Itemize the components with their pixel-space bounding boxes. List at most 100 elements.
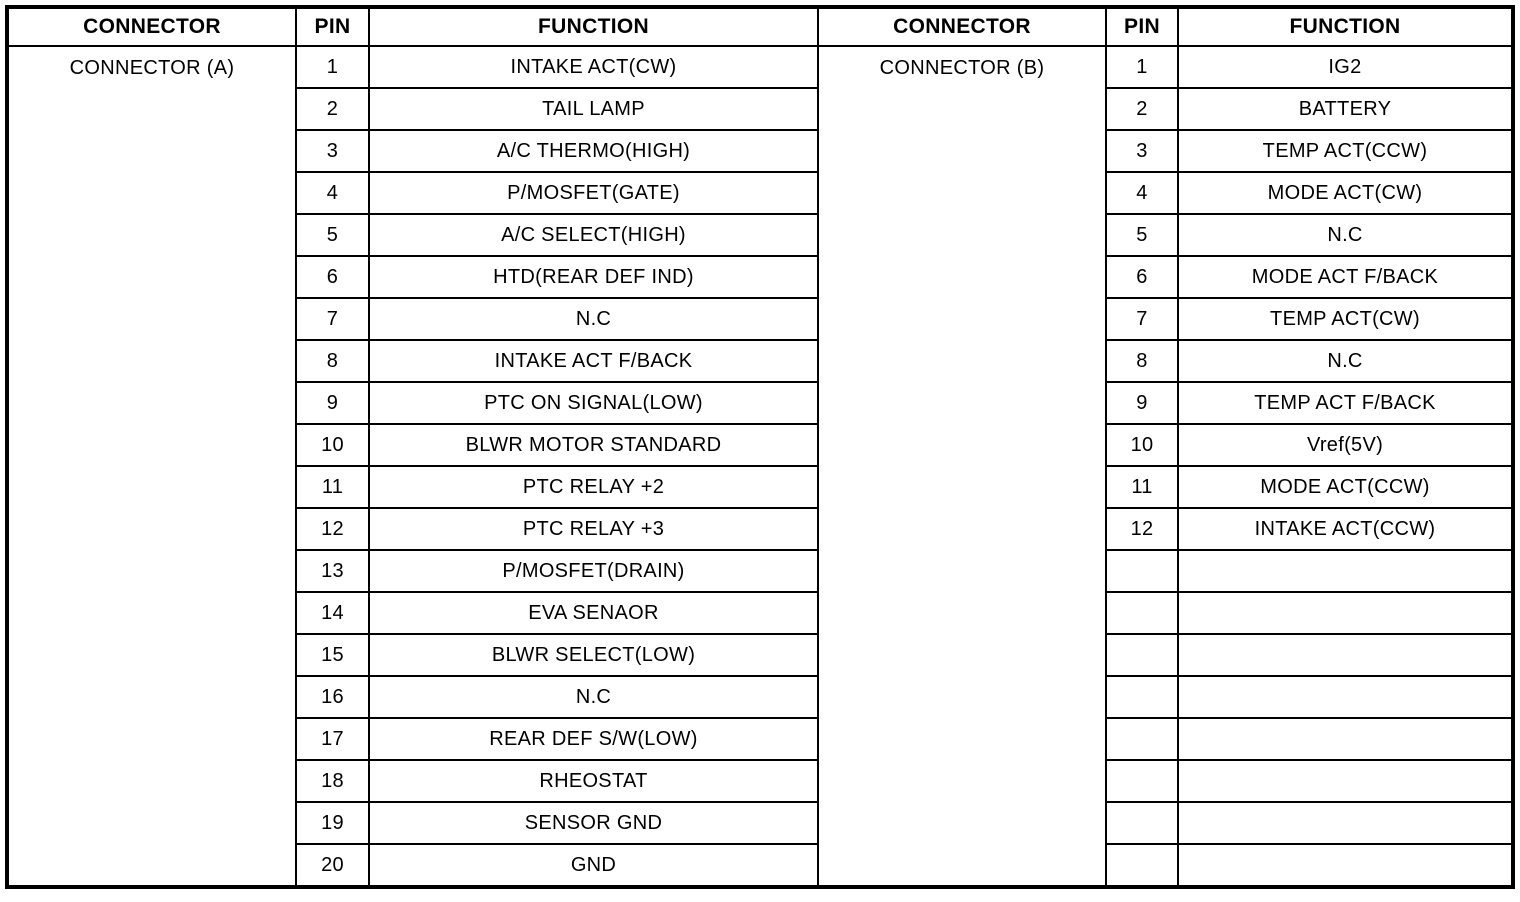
header-pin-b: PIN: [1105, 8, 1179, 47]
function-cell: N.C: [1177, 213, 1512, 257]
pin-cell: 18: [295, 759, 370, 803]
table-row: 12 PTC RELAY +3 12 INTAKE ACT(CCW): [9, 507, 1512, 551]
pin-cell: [1105, 591, 1179, 635]
table-row: 8 INTAKE ACT F/BACK 8 N.C: [9, 339, 1512, 383]
pin-cell: 7: [295, 297, 370, 341]
table-row: 13 P/MOSFET(DRAIN): [9, 549, 1512, 593]
function-cell: TEMP ACT(CCW): [1177, 129, 1512, 173]
function-cell: GND: [368, 843, 819, 886]
header-connector-a: CONNECTOR: [8, 8, 297, 47]
pin-cell: [1105, 801, 1179, 845]
function-cell: BLWR SELECT(LOW): [368, 633, 819, 677]
header-function-a: FUNCTION: [368, 8, 819, 47]
function-cell: N.C: [368, 297, 819, 341]
function-cell: PTC RELAY +2: [368, 465, 819, 509]
pin-cell: 16: [295, 675, 370, 719]
function-cell: REAR DEF S/W(LOW): [368, 717, 819, 761]
pin-cell: 5: [295, 213, 370, 257]
function-cell: [1177, 843, 1512, 886]
function-cell: SENSOR GND: [368, 801, 819, 845]
function-cell: [1177, 549, 1512, 593]
function-cell: [1177, 801, 1512, 845]
function-cell: P/MOSFET(DRAIN): [368, 549, 819, 593]
pin-cell: 8: [295, 339, 370, 383]
table-row: 2 TAIL LAMP 2 BATTERY: [9, 87, 1512, 131]
pin-cell: 4: [1105, 171, 1179, 215]
function-cell: P/MOSFET(GATE): [368, 171, 819, 215]
header-pin-a: PIN: [295, 8, 370, 47]
pin-cell: 2: [1105, 87, 1179, 131]
function-cell: Vref(5V): [1177, 423, 1512, 467]
function-cell: N.C: [368, 675, 819, 719]
pin-cell: 12: [295, 507, 370, 551]
pin-cell: [1105, 549, 1179, 593]
pin-cell: 15: [295, 633, 370, 677]
table-row: 15 BLWR SELECT(LOW): [9, 633, 1512, 677]
table-row: 14 EVA SENAOR: [9, 591, 1512, 635]
pin-cell: 11: [295, 465, 370, 509]
table-row: 3 A/C THERMO(HIGH) 3 TEMP ACT(CCW): [9, 129, 1512, 173]
table-row: 5 A/C SELECT(HIGH) 5 N.C: [9, 213, 1512, 257]
pin-cell: 7: [1105, 297, 1179, 341]
function-cell: BATTERY: [1177, 87, 1512, 131]
function-cell: TEMP ACT(CW): [1177, 297, 1512, 341]
function-cell: A/C SELECT(HIGH): [368, 213, 819, 257]
pin-cell: 14: [295, 591, 370, 635]
pin-cell: 20: [295, 843, 370, 886]
pin-cell: [1105, 633, 1179, 677]
function-cell: TAIL LAMP: [368, 87, 819, 131]
pin-cell: 9: [295, 381, 370, 425]
pin-cell: 1: [1105, 45, 1179, 89]
header-connector-b: CONNECTOR: [817, 8, 1107, 47]
function-cell: PTC ON SIGNAL(LOW): [368, 381, 819, 425]
pin-cell: 4: [295, 171, 370, 215]
header-row: CONNECTOR PIN FUNCTION CONNECTOR PIN FUN…: [8, 8, 1512, 47]
pin-cell: 8: [1105, 339, 1179, 383]
function-cell: MODE ACT(CCW): [1177, 465, 1512, 509]
pin-cell: [1105, 759, 1179, 803]
pin-cell: 19: [295, 801, 370, 845]
pin-cell: [1105, 675, 1179, 719]
function-cell: IG2: [1177, 45, 1512, 89]
function-cell: [1177, 633, 1512, 677]
function-cell: PTC RELAY +3: [368, 507, 819, 551]
pin-cell: 6: [295, 255, 370, 299]
pin-cell: 17: [295, 717, 370, 761]
pin-cell: 3: [1105, 129, 1179, 173]
pin-cell: [1105, 717, 1179, 761]
connector-a-cell: CONNECTOR (A): [8, 45, 297, 886]
function-cell: BLWR MOTOR STANDARD: [368, 423, 819, 467]
function-cell: [1177, 717, 1512, 761]
table-row: 7 N.C 7 TEMP ACT(CW): [9, 297, 1512, 341]
pin-cell: 3: [295, 129, 370, 173]
pin-cell: 13: [295, 549, 370, 593]
connector-b-cell: CONNECTOR (B): [817, 45, 1107, 886]
table-row: 19 SENSOR GND: [9, 801, 1512, 845]
function-cell: [1177, 759, 1512, 803]
function-cell: MODE ACT(CW): [1177, 171, 1512, 215]
table-row: 11 PTC RELAY +2 11 MODE ACT(CCW): [9, 465, 1512, 509]
table-row: 20 GND: [9, 843, 1512, 886]
pin-cell: [1105, 843, 1179, 886]
function-cell: INTAKE ACT(CCW): [1177, 507, 1512, 551]
table-row: 16 N.C: [9, 675, 1512, 719]
pin-cell: 10: [295, 423, 370, 467]
function-cell: INTAKE ACT F/BACK: [368, 339, 819, 383]
function-cell: EVA SENAOR: [368, 591, 819, 635]
function-cell: HTD(REAR DEF IND): [368, 255, 819, 299]
table-row: 6 HTD(REAR DEF IND) 6 MODE ACT F/BACK: [9, 255, 1512, 299]
pin-cell: 12: [1105, 507, 1179, 551]
table-row: 9 PTC ON SIGNAL(LOW) 9 TEMP ACT F/BACK: [9, 381, 1512, 425]
function-cell: A/C THERMO(HIGH): [368, 129, 819, 173]
table-row: 17 REAR DEF S/W(LOW): [9, 717, 1512, 761]
pin-cell: 1: [295, 45, 370, 89]
function-cell: N.C: [1177, 339, 1512, 383]
pin-cell: 11: [1105, 465, 1179, 509]
function-cell: TEMP ACT F/BACK: [1177, 381, 1512, 425]
table-row: 10 BLWR MOTOR STANDARD 10 Vref(5V): [9, 423, 1512, 467]
function-cell: [1177, 675, 1512, 719]
pinout-table: CONNECTOR PIN FUNCTION CONNECTOR PIN FUN…: [8, 8, 1512, 886]
pin-cell: 9: [1105, 381, 1179, 425]
pinout-table-frame: CONNECTOR PIN FUNCTION CONNECTOR PIN FUN…: [5, 5, 1515, 889]
pin-cell: 2: [295, 87, 370, 131]
